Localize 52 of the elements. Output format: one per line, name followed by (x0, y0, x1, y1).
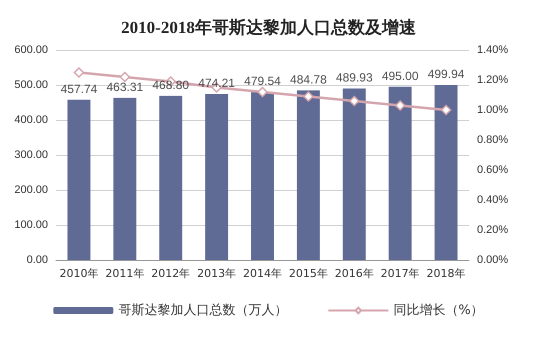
y-tick-label: 300.00 (14, 149, 48, 161)
x-tick-label: 2015年 (288, 267, 328, 280)
y2-tick-label: 0.40% (477, 194, 508, 206)
point (394, 100, 406, 111)
bar (296, 90, 320, 260)
data-label: 463.31 (106, 80, 144, 94)
y-tick-label: 400.00 (14, 114, 48, 126)
data-label: 468.80 (152, 78, 190, 92)
bar (251, 92, 274, 260)
y-tick-label: 500.00 (14, 79, 48, 91)
bar (434, 85, 458, 260)
y2-tick-label: 1.20% (477, 74, 508, 86)
data-label: 489.93 (336, 70, 373, 85)
y2-tick-label: 1.00% (477, 104, 508, 116)
data-label: 479.54 (244, 74, 282, 88)
y2-tick-label: 0.20% (477, 224, 508, 236)
x-tick-label: 2011年 (105, 267, 144, 280)
y2-tick-label: 0.00% (477, 254, 508, 266)
x-tick-label: 2013年 (197, 267, 236, 280)
x-tick-label: 2016年 (334, 267, 374, 280)
legend-label: 同比增长（%） (393, 303, 484, 318)
bar (159, 96, 182, 260)
bar (205, 94, 228, 260)
y2-tick-label: 1.40% (477, 44, 508, 56)
point (303, 91, 314, 102)
data-label: 495.00 (382, 68, 419, 83)
x-tick-label: 2012年 (151, 267, 190, 280)
bar (388, 86, 412, 260)
y2-tick-label: 0.80% (477, 134, 508, 146)
y-tick-label: 100.00 (14, 219, 48, 231)
point (440, 104, 452, 116)
y-tick-label: 200.00 (14, 184, 48, 196)
legend-label: 哥斯达黎加人口总数（万人） (118, 303, 288, 318)
point (74, 67, 84, 78)
x-tick-label: 2010年 (59, 267, 98, 280)
point (257, 86, 268, 98)
x-tick-label: 2017年 (380, 267, 420, 280)
bar (67, 100, 90, 260)
point (349, 96, 360, 106)
x-tick-label: 2014年 (243, 267, 282, 280)
y-tick-label: 0.00 (26, 254, 48, 266)
data-label: 499.94 (428, 67, 465, 82)
data-label: 484.78 (290, 72, 328, 86)
point (120, 72, 130, 82)
data-label: 457.74 (60, 82, 98, 96)
bar (113, 98, 136, 260)
data-label: 474.21 (198, 76, 236, 90)
x-tick-label: 2018年 (426, 267, 466, 280)
chart-title: 2010-2018年哥斯达黎加人口总数及增速 (121, 18, 416, 37)
y2-tick-label: 0.60% (477, 164, 508, 176)
bar (342, 88, 366, 260)
y-tick-label: 600.00 (14, 44, 48, 56)
